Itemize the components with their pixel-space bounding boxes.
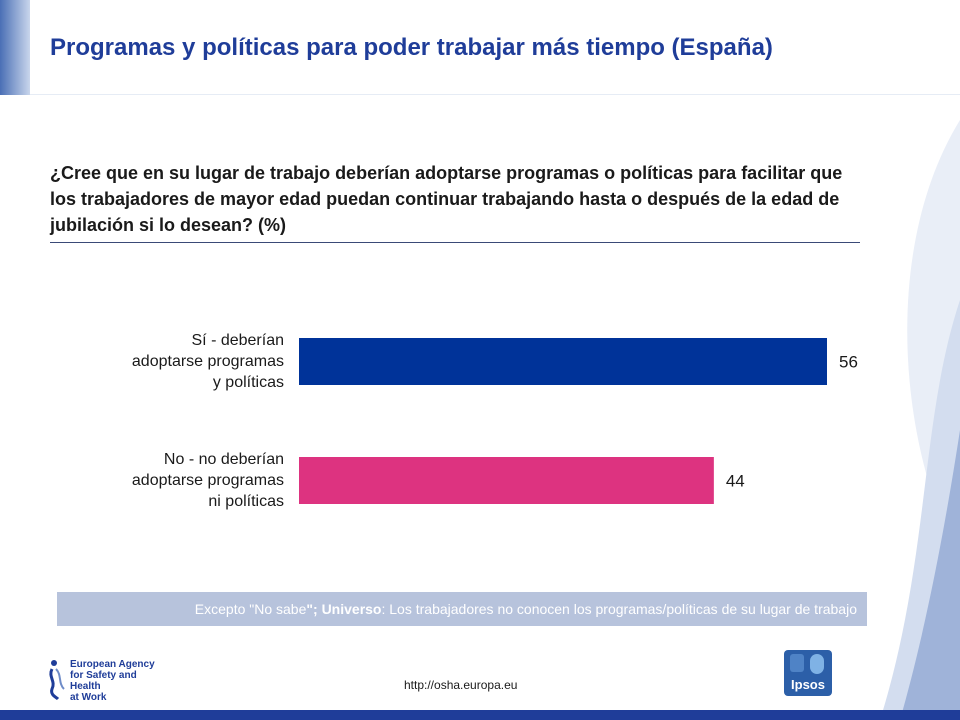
logo-line: European Agency [70, 659, 155, 670]
ipsos-logo: Ipsos [784, 650, 832, 696]
survey-question: ¿Cree que en su lugar de trabajo debería… [50, 163, 843, 235]
footer-url[interactable]: http://osha.europa.eu [404, 678, 518, 692]
eu-osha-logo-text: European Agency for Safety and Health at… [70, 659, 160, 703]
footnote-bold: "; Universo [306, 601, 382, 617]
category-label-line: No - no deberían [163, 451, 284, 468]
header-accent-band [0, 0, 30, 95]
footnote-rest: : Los trabajadores no conocen los progra… [381, 601, 857, 617]
bar-no [299, 457, 714, 504]
logo-line: at Work [70, 692, 107, 703]
footer-band [0, 710, 960, 720]
category-label-line: adoptarse programas [131, 472, 284, 489]
header-divider [30, 94, 960, 95]
footnote-universe: Excepto "No sabe"; Universo: Los trabaja… [57, 592, 867, 626]
eu-osha-logo-icon [49, 660, 65, 701]
ipsos-logo-text: Ipsos [791, 677, 825, 692]
bar-yes [299, 338, 827, 385]
page-title: Programas y políticas para poder trabaja… [50, 34, 773, 61]
logo-line: for Safety and Health [70, 670, 137, 692]
category-label-line: Sí - deberían [191, 332, 285, 349]
category-label-no: No - no deberían adoptarse programas ni … [64, 449, 284, 512]
data-label-no: 44 [726, 472, 745, 491]
category-label-line: ni políticas [208, 493, 284, 510]
question-divider [50, 242, 860, 243]
category-label-yes: Sí - deberían adoptarse programas y polí… [64, 330, 284, 393]
category-label-line: adoptarse programas [131, 353, 284, 370]
ipsos-logo-icon [790, 654, 824, 674]
category-label-line: y políticas [212, 374, 284, 391]
data-label-yes: 56 [839, 353, 858, 372]
footnote-prefix: Excepto "No sabe [194, 601, 307, 617]
